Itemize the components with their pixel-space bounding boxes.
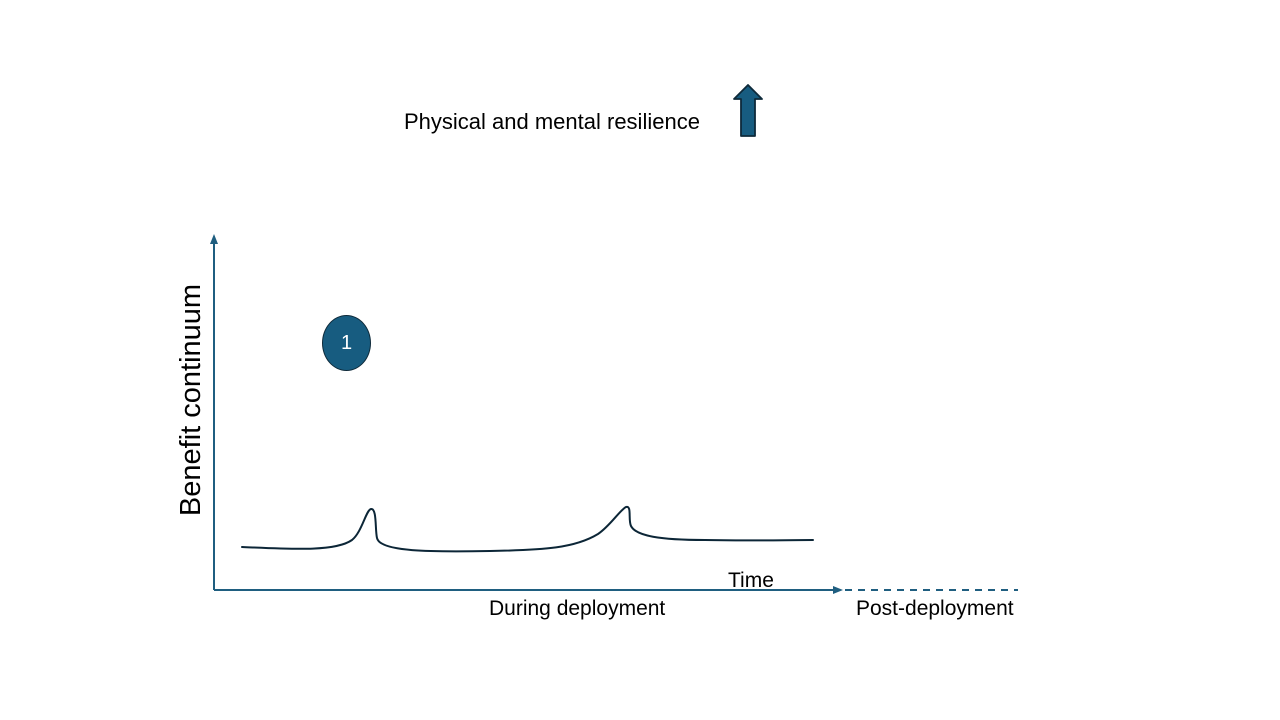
- y-axis-label: Benefit continuum: [175, 284, 207, 516]
- x-axis-label: Time: [728, 569, 774, 593]
- headline-text: Physical and mental resilience: [404, 109, 700, 135]
- phase-label-during: During deployment: [489, 597, 665, 621]
- y-axis-arrowhead: [210, 234, 218, 244]
- benefit-curve: [242, 507, 813, 552]
- arrow-up-icon: [734, 85, 762, 136]
- x-axis-arrowhead: [833, 586, 843, 594]
- step-marker-number: 1: [341, 332, 352, 355]
- phase-label-post: Post-deployment: [856, 597, 1014, 621]
- step-marker-badge: 1: [322, 315, 371, 371]
